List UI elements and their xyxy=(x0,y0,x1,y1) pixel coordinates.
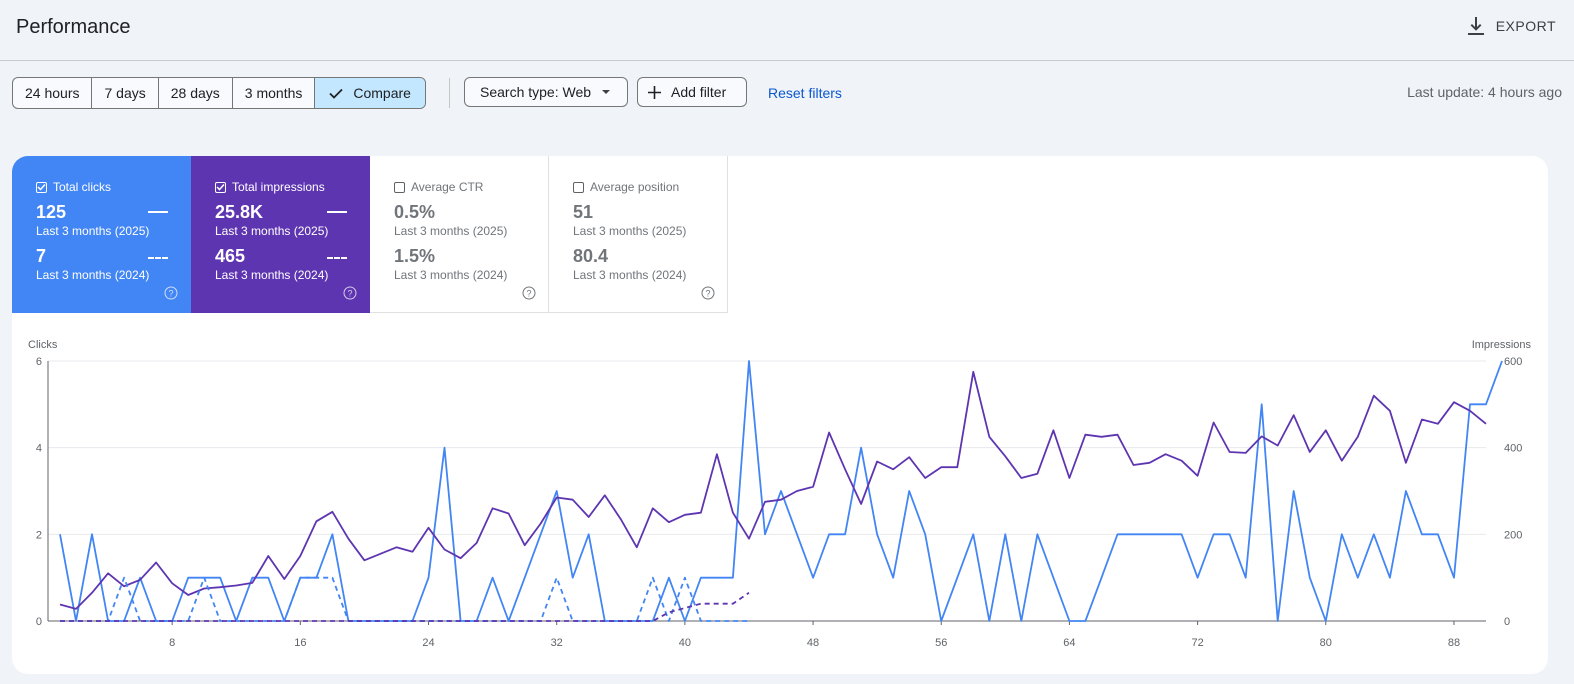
y-left-tick-label: 2 xyxy=(36,529,42,541)
metric-value: 25.8K xyxy=(215,202,264,222)
x-tick-label: 88 xyxy=(1448,637,1460,649)
checkbox-unchecked-icon[interactable] xyxy=(573,181,584,193)
x-tick-label: 8 xyxy=(169,637,175,649)
x-tick-label: 24 xyxy=(422,637,434,649)
range-7-days[interactable]: 7 days xyxy=(92,78,159,108)
metric-value: 51 xyxy=(573,202,594,222)
range-28-days[interactable]: 28 days xyxy=(159,78,233,108)
date-range-selector: 24 hours 7 days 28 days 3 months Compare xyxy=(12,77,426,109)
last-update-text: Last update: 4 hours ago xyxy=(1407,84,1562,100)
export-label: EXPORT xyxy=(1495,18,1556,34)
help-icon[interactable]: ? xyxy=(343,286,357,300)
series-line-total-impressions xyxy=(59,370,1487,610)
x-tick-label: 72 xyxy=(1191,637,1203,649)
x-tick-label: 48 xyxy=(807,637,819,649)
svg-text:?: ? xyxy=(526,289,531,299)
svg-text:?: ? xyxy=(168,289,173,299)
series-line-total-clicks-2024 xyxy=(60,576,749,622)
x-tick-label: 64 xyxy=(1063,637,1075,649)
metric-label: Total impressions xyxy=(232,180,325,194)
svg-text:?: ? xyxy=(705,289,710,299)
x-tick-label: 80 xyxy=(1320,637,1332,649)
y-left-tick-label: 6 xyxy=(36,356,42,368)
metric-period: Last 3 months (2025) xyxy=(215,224,329,238)
y-right-tick-label: 600 xyxy=(1504,356,1522,368)
x-tick-label: 40 xyxy=(679,637,691,649)
metric-total-clicks[interactable]: Total clicks 125 Last 3 months (2025) 7 … xyxy=(12,156,191,313)
metric-period: Last 3 months (2025) xyxy=(573,224,687,238)
dashed-line-indicator xyxy=(148,257,168,259)
x-tick-label: 32 xyxy=(551,637,563,649)
y-right-tick-label: 200 xyxy=(1504,529,1522,541)
metric-label: Average position xyxy=(590,180,680,194)
add-filter-label: Add filter xyxy=(671,84,727,100)
app-header: Performance EXPORT xyxy=(0,0,1574,61)
performance-card: Total clicks 125 Last 3 months (2025) 7 … xyxy=(12,156,1548,674)
y-left-tick-label: 0 xyxy=(36,616,42,628)
y-right-tick-label: 0 xyxy=(1504,616,1510,628)
x-tick-label: 56 xyxy=(935,637,947,649)
metric-compare-period: Last 3 months (2024) xyxy=(215,268,329,282)
x-tick-label: 16 xyxy=(294,637,306,649)
checkbox-checked-icon[interactable] xyxy=(36,181,47,193)
search-type-dropdown[interactable]: Search type: Web xyxy=(464,77,628,107)
metric-compare-value: 80.4 xyxy=(573,246,609,266)
help-icon[interactable]: ? xyxy=(701,286,715,300)
y-right-tick-label: 400 xyxy=(1504,443,1522,455)
metric-compare-value: 7 xyxy=(36,246,47,266)
compare-label: Compare xyxy=(353,85,411,101)
metric-period: Last 3 months (2025) xyxy=(394,224,508,238)
y-left-axis-label: Clicks xyxy=(28,339,58,351)
checkbox-unchecked-icon[interactable] xyxy=(394,181,405,193)
metric-compare-period: Last 3 months (2024) xyxy=(36,268,150,282)
metric-value: 0.5% xyxy=(394,202,436,222)
page-title: Performance xyxy=(16,16,131,38)
toolbar-divider xyxy=(449,78,450,108)
dashed-line-indicator xyxy=(327,257,347,259)
checkbox-checked-icon[interactable] xyxy=(215,181,226,193)
metric-average-ctr[interactable]: Average CTR 0.5% Last 3 months (2025) 1.… xyxy=(370,156,549,313)
metric-compare-period: Last 3 months (2024) xyxy=(573,268,687,282)
metric-compare-value: 1.5% xyxy=(394,246,436,266)
metric-average-position[interactable]: Average position 51 Last 3 months (2025)… xyxy=(549,156,728,313)
help-icon[interactable]: ? xyxy=(522,286,536,300)
add-filter-button[interactable]: Add filter xyxy=(637,77,747,107)
dropdown-arrow-icon xyxy=(602,90,611,94)
export-button[interactable]: EXPORT xyxy=(1467,17,1556,35)
help-icon[interactable]: ? xyxy=(164,286,178,300)
metric-total-impressions[interactable]: Total impressions 25.8K Last 3 months (2… xyxy=(191,156,370,313)
range-3-months[interactable]: 3 months xyxy=(233,78,316,108)
download-icon xyxy=(1467,17,1484,35)
search-type-label: Search type: Web xyxy=(480,84,592,100)
y-left-tick-label: 4 xyxy=(36,443,42,455)
series-line-total-impressions-2024 xyxy=(60,592,750,622)
metric-period: Last 3 months (2025) xyxy=(36,224,150,238)
solid-line-indicator xyxy=(148,211,168,213)
plus-icon xyxy=(648,85,661,99)
metric-compare-period: Last 3 months (2024) xyxy=(394,268,508,282)
filter-toolbar: 24 hours 7 days 28 days 3 months Compare… xyxy=(12,77,1562,109)
metric-value: 125 xyxy=(36,202,67,222)
reset-filters-link[interactable]: Reset filters xyxy=(768,85,842,101)
metric-label: Average CTR xyxy=(411,180,484,194)
metric-label: Total clicks xyxy=(53,180,112,194)
range-24-hours[interactable]: 24 hours xyxy=(13,78,93,108)
y-right-axis-label: Impressions xyxy=(1472,339,1532,351)
svg-text:?: ? xyxy=(347,289,352,299)
check-icon xyxy=(329,88,344,99)
metric-compare-value: 465 xyxy=(215,246,246,266)
compare-button[interactable]: Compare xyxy=(315,78,425,108)
solid-line-indicator xyxy=(327,211,347,213)
series-line-total-clicks xyxy=(59,360,1503,622)
